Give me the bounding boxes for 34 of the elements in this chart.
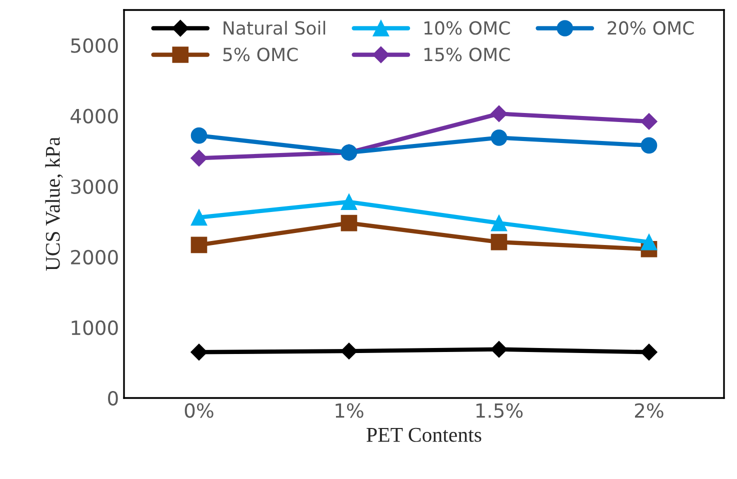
point	[640, 113, 658, 130]
y-tick-label: 4000	[70, 108, 118, 124]
x-tick-label: 1%	[336, 403, 364, 418]
legend-label: 20% OMC	[608, 21, 694, 35]
legend-label: 15% OMC	[424, 48, 510, 62]
point	[190, 236, 208, 254]
point	[190, 209, 208, 226]
legend-label: 10% OMC	[424, 21, 510, 35]
x-axis-title: PET Contents	[366, 428, 482, 442]
point	[340, 342, 358, 360]
y-tick-label: 1000	[72, 320, 118, 336]
x-tick-label: 0%	[184, 403, 214, 418]
point	[490, 214, 508, 232]
point	[340, 194, 358, 210]
y-tick-label: 2000	[71, 250, 118, 265]
point	[490, 340, 508, 358]
point	[490, 234, 508, 250]
point	[640, 137, 658, 154]
y-tick-label: 5000	[71, 38, 118, 53]
point	[490, 105, 508, 122]
legend-label: Natural Soil	[224, 20, 326, 35]
point	[190, 150, 208, 167]
point	[640, 234, 658, 250]
point	[640, 344, 658, 361]
point	[340, 214, 358, 232]
y-tick-label: 3000	[71, 179, 118, 194]
y-tick-label: 0	[108, 390, 118, 406]
x-tick-label: 1.5%	[476, 403, 523, 418]
point	[190, 344, 208, 361]
point	[190, 127, 208, 144]
x-tick-label: 2%	[635, 403, 664, 418]
y-axis-title: UCS Value, kPa	[45, 137, 63, 271]
point	[490, 130, 508, 146]
legend-label: 5% OMC	[223, 48, 298, 62]
